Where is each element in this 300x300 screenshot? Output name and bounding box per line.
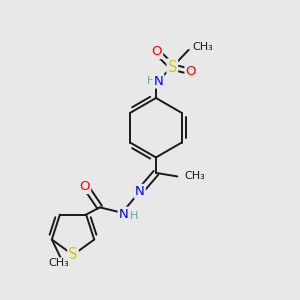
Text: N: N: [119, 208, 128, 221]
Text: CH₃: CH₃: [192, 43, 213, 52]
Text: N: N: [135, 185, 145, 198]
Text: O: O: [152, 45, 162, 58]
Text: S: S: [68, 248, 78, 262]
Text: O: O: [185, 65, 196, 78]
Text: CH₃: CH₃: [49, 258, 70, 268]
Text: N: N: [153, 74, 163, 88]
Text: O: O: [80, 180, 90, 193]
Text: CH₃: CH₃: [184, 171, 205, 181]
Text: S: S: [168, 60, 177, 75]
Text: H: H: [130, 211, 139, 221]
Text: H: H: [146, 76, 155, 86]
